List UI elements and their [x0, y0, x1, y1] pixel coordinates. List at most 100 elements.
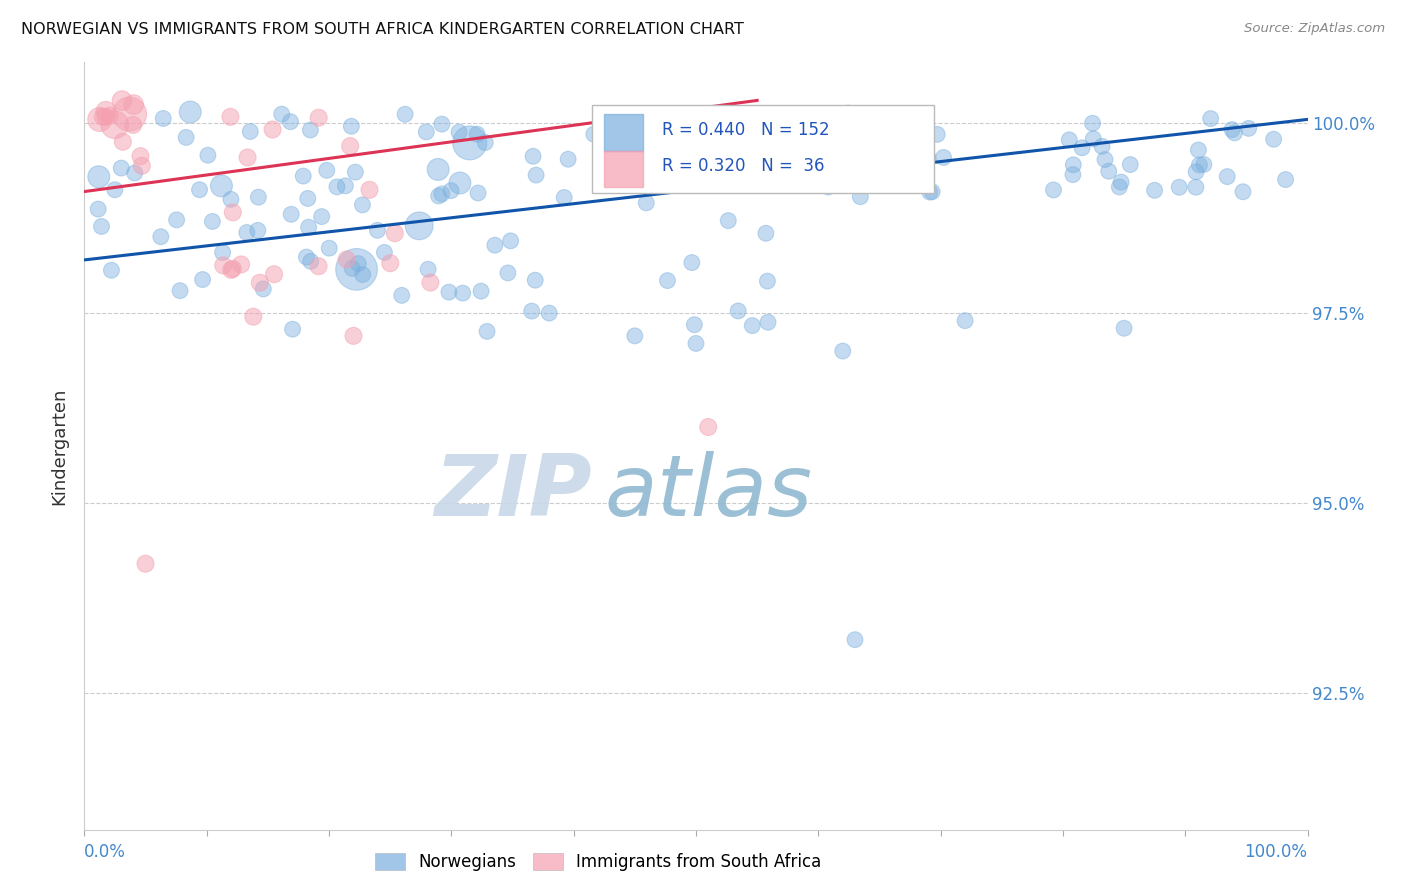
Point — [697, 420, 720, 434]
Point — [299, 123, 322, 137]
Point — [921, 185, 943, 199]
Point — [808, 123, 831, 137]
Point — [1143, 183, 1166, 197]
Point — [118, 107, 141, 121]
Point — [201, 214, 224, 228]
Point — [415, 125, 437, 139]
Point — [953, 314, 976, 328]
Point — [582, 127, 605, 141]
Point — [657, 274, 679, 288]
Point — [681, 255, 703, 269]
Point — [918, 185, 941, 199]
Point — [191, 272, 214, 286]
Text: Source: ZipAtlas.com: Source: ZipAtlas.com — [1244, 22, 1385, 36]
Point — [311, 210, 333, 224]
Point — [683, 318, 706, 332]
Point — [179, 105, 201, 120]
Point — [270, 107, 292, 121]
Text: R = 0.320   N =  36: R = 0.320 N = 36 — [662, 157, 824, 175]
Point — [408, 219, 430, 233]
Point — [768, 158, 790, 172]
Point — [1098, 164, 1121, 178]
Y-axis label: Kindergarten: Kindergarten — [51, 387, 69, 505]
Point — [236, 151, 259, 165]
Point — [467, 186, 489, 200]
Point — [636, 195, 658, 210]
Point — [851, 116, 873, 130]
Point — [557, 152, 579, 166]
Point — [169, 284, 191, 298]
Text: 0.0%: 0.0% — [84, 843, 127, 862]
Point — [188, 183, 211, 197]
Point — [755, 227, 778, 241]
Point — [344, 165, 367, 179]
Point — [236, 226, 259, 240]
Point — [1223, 126, 1246, 140]
Point — [1274, 172, 1296, 186]
Point — [844, 632, 866, 647]
Point — [308, 259, 330, 273]
Point — [380, 256, 402, 270]
Point — [111, 135, 134, 149]
Point — [734, 151, 756, 165]
Point — [430, 117, 453, 131]
Point — [152, 112, 174, 126]
Point — [280, 114, 302, 128]
Point — [222, 261, 245, 276]
Point — [1083, 132, 1105, 146]
Point — [496, 266, 519, 280]
Point — [520, 304, 543, 318]
Point — [297, 191, 319, 205]
Point — [384, 226, 406, 240]
Point — [149, 229, 172, 244]
Point — [222, 205, 245, 219]
Bar — [605, 114, 644, 151]
Point — [1199, 112, 1222, 126]
Point — [773, 162, 796, 177]
Point — [756, 274, 779, 288]
Point — [1059, 133, 1081, 147]
Point — [741, 318, 763, 333]
Point — [340, 261, 363, 276]
Point — [831, 344, 853, 359]
Point — [129, 149, 152, 163]
Point — [449, 176, 471, 190]
Point — [352, 268, 374, 282]
Point — [242, 310, 264, 324]
Point — [124, 166, 146, 180]
Point — [817, 180, 839, 194]
Point — [1192, 157, 1215, 171]
Point — [644, 128, 666, 142]
Point — [229, 257, 252, 271]
Point — [111, 94, 134, 108]
Point — [252, 282, 274, 296]
Point — [756, 315, 779, 329]
Point — [437, 285, 460, 299]
Point — [263, 267, 285, 281]
Point — [246, 223, 269, 237]
Point — [416, 262, 439, 277]
Point — [451, 286, 474, 301]
Point — [1220, 122, 1243, 136]
Point — [772, 161, 794, 175]
Point — [1062, 168, 1084, 182]
Point — [1216, 169, 1239, 184]
Point — [212, 259, 235, 273]
Point — [717, 213, 740, 227]
Point — [927, 128, 949, 142]
Point — [87, 169, 110, 184]
Point — [1185, 165, 1208, 179]
Text: atlas: atlas — [605, 450, 813, 533]
Point — [281, 322, 304, 336]
Point — [335, 178, 357, 193]
Point — [470, 284, 492, 298]
Point — [1091, 139, 1114, 153]
Point — [315, 163, 337, 178]
Point — [339, 139, 361, 153]
Text: ZIP: ZIP — [434, 450, 592, 533]
Point — [359, 183, 381, 197]
Point — [110, 161, 132, 175]
Point — [1081, 116, 1104, 130]
Point — [1094, 153, 1116, 167]
Point — [94, 104, 117, 119]
